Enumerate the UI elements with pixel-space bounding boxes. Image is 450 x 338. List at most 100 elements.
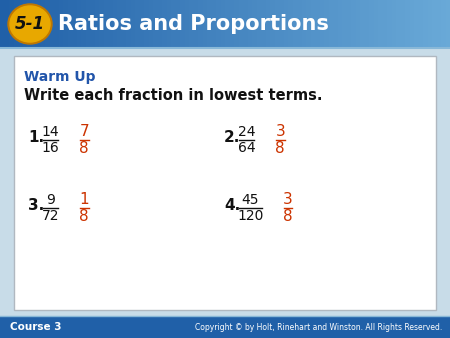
Bar — [374, 0, 379, 48]
Text: 5-1: 5-1 — [15, 15, 45, 33]
Bar — [176, 0, 181, 48]
Text: 8: 8 — [275, 141, 285, 156]
Text: 8: 8 — [80, 141, 89, 156]
Bar — [230, 0, 235, 48]
Bar — [234, 0, 239, 48]
Bar — [50, 0, 55, 48]
Bar — [243, 0, 248, 48]
Bar — [198, 0, 203, 48]
Bar — [180, 0, 185, 48]
Bar — [68, 0, 73, 48]
Bar — [148, 0, 154, 48]
Bar — [414, 0, 419, 48]
Bar — [99, 0, 104, 48]
Bar — [140, 0, 145, 48]
Text: 3.: 3. — [28, 198, 44, 214]
Bar — [324, 0, 329, 48]
Bar — [284, 0, 289, 48]
Bar — [369, 0, 374, 48]
Bar — [45, 0, 50, 48]
Text: Warm Up: Warm Up — [24, 70, 95, 84]
Bar — [72, 0, 77, 48]
Bar — [315, 0, 320, 48]
Bar — [86, 0, 91, 48]
Text: 1.: 1. — [28, 130, 44, 145]
Bar — [108, 0, 113, 48]
Bar — [297, 0, 302, 48]
Bar — [310, 0, 316, 48]
Bar — [171, 0, 176, 48]
Bar — [342, 0, 347, 48]
Text: 4.: 4. — [224, 198, 240, 214]
Bar — [94, 0, 100, 48]
Bar — [117, 0, 122, 48]
Text: 3: 3 — [283, 192, 292, 207]
Bar — [32, 0, 37, 48]
Ellipse shape — [10, 6, 50, 42]
Bar — [428, 0, 433, 48]
Bar — [54, 0, 59, 48]
Bar — [423, 0, 428, 48]
Bar — [279, 0, 284, 48]
Bar — [351, 0, 356, 48]
Bar — [4, 0, 10, 48]
Bar — [320, 0, 325, 48]
Bar — [158, 0, 163, 48]
Text: 14: 14 — [42, 125, 59, 139]
Bar — [418, 0, 424, 48]
Bar — [302, 0, 307, 48]
Bar — [432, 0, 437, 48]
Bar — [338, 0, 343, 48]
Bar — [36, 0, 41, 48]
Bar — [387, 0, 392, 48]
Bar — [220, 0, 226, 48]
Bar — [144, 0, 149, 48]
Bar — [14, 0, 19, 48]
Bar — [216, 0, 221, 48]
Text: 24: 24 — [238, 125, 255, 139]
Text: 16: 16 — [41, 141, 59, 155]
Bar — [405, 0, 410, 48]
Bar — [40, 0, 46, 48]
Bar — [9, 0, 14, 48]
Bar — [333, 0, 338, 48]
Bar — [212, 0, 217, 48]
Bar — [446, 0, 450, 48]
Bar — [364, 0, 370, 48]
Bar — [392, 0, 397, 48]
Bar — [252, 0, 257, 48]
Bar — [256, 0, 262, 48]
Bar — [135, 0, 140, 48]
Bar — [436, 0, 442, 48]
Text: Ratios and Proportions: Ratios and Proportions — [58, 14, 329, 34]
Bar — [207, 0, 212, 48]
Bar — [90, 0, 95, 48]
Text: 1: 1 — [80, 192, 89, 207]
Text: Write each fraction in lowest terms.: Write each fraction in lowest terms. — [24, 88, 323, 103]
Bar — [400, 0, 406, 48]
Bar — [346, 0, 352, 48]
Bar — [63, 0, 68, 48]
FancyBboxPatch shape — [14, 56, 436, 310]
Bar — [356, 0, 361, 48]
Bar — [18, 0, 23, 48]
Text: Copyright © by Holt, Rinehart and Winston. All Rights Reserved.: Copyright © by Holt, Rinehart and Winsto… — [195, 322, 442, 332]
Text: 7: 7 — [80, 124, 89, 139]
Bar — [306, 0, 311, 48]
Bar — [225, 0, 230, 48]
Bar — [22, 0, 28, 48]
Bar — [189, 0, 194, 48]
Text: 120: 120 — [237, 209, 263, 223]
Bar — [184, 0, 190, 48]
Bar — [76, 0, 82, 48]
Bar — [360, 0, 365, 48]
Bar — [194, 0, 199, 48]
Bar — [104, 0, 109, 48]
Text: 72: 72 — [42, 209, 59, 223]
Text: 2.: 2. — [224, 130, 240, 145]
Bar — [261, 0, 266, 48]
Text: 45: 45 — [242, 193, 259, 207]
Bar — [378, 0, 383, 48]
Bar — [153, 0, 158, 48]
Bar — [396, 0, 401, 48]
